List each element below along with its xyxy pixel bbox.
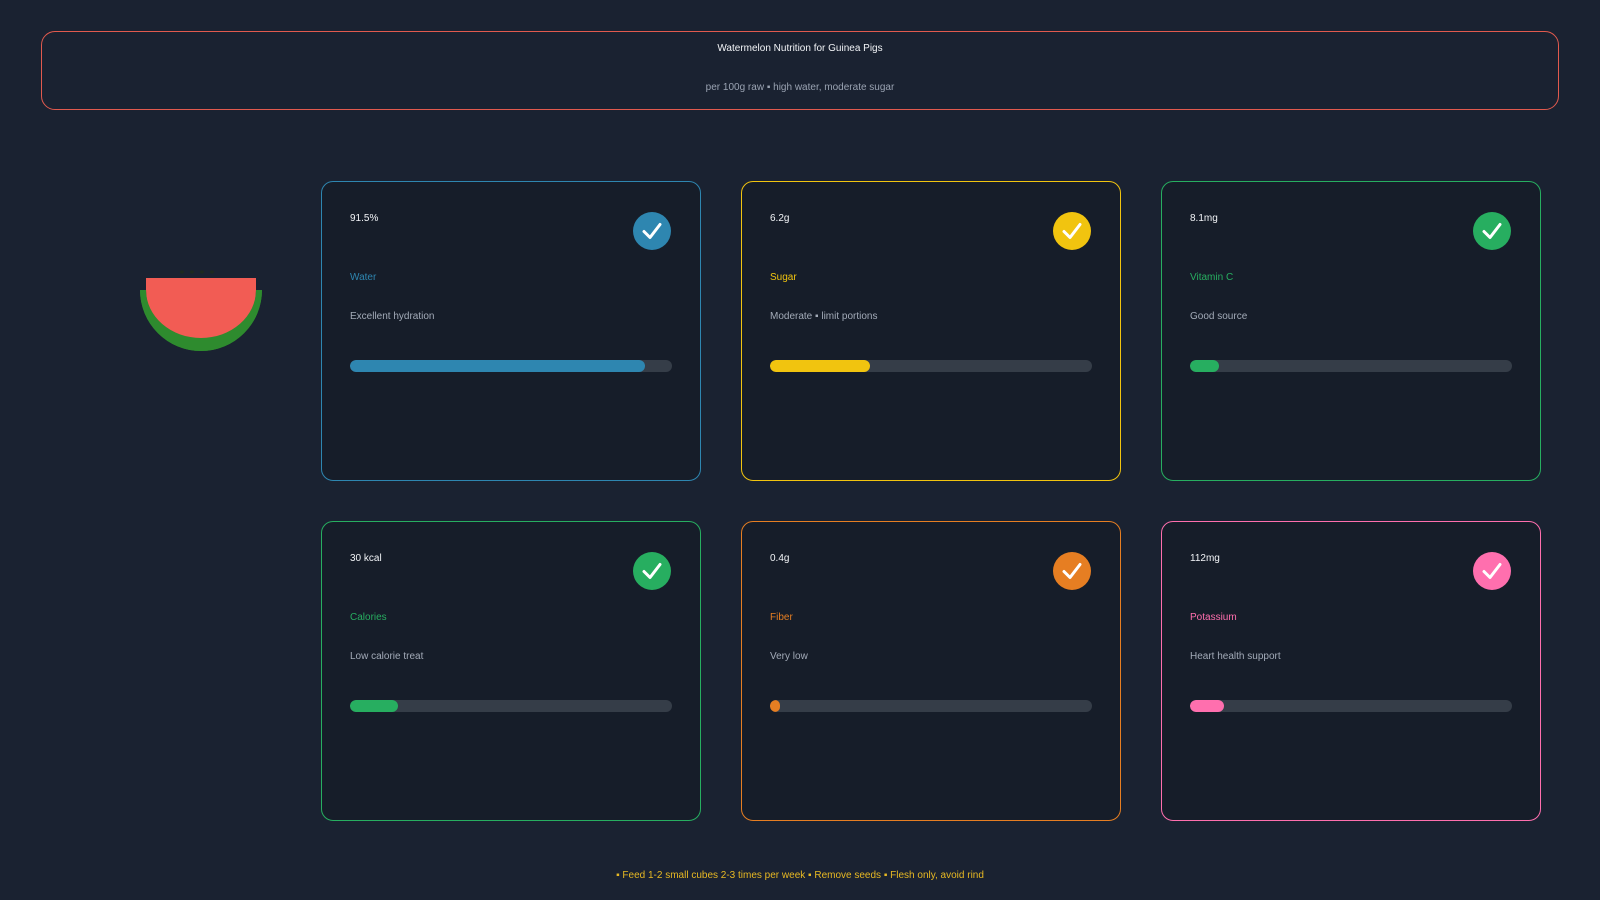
nutrient-card-vitamin-c: 8.1mg Vitamin C Good source xyxy=(1161,181,1541,481)
nutrient-description: Good source xyxy=(1190,311,1248,322)
level-bar-track xyxy=(770,700,1092,712)
nutrient-card-calories: 30 kcal Calories Low calorie treat xyxy=(321,521,701,821)
nutrient-label: Fiber xyxy=(770,612,793,623)
nutrient-card-potassium: 112mg Potassium Heart health support xyxy=(1161,521,1541,821)
page-title: Watermelon Nutrition for Guinea Pigs xyxy=(717,43,883,54)
check-icon xyxy=(633,212,671,250)
level-bar-fill xyxy=(770,360,870,372)
nutrient-value: 8.1mg xyxy=(1190,213,1218,224)
nutrient-card-water: 91.5% Water Excellent hydration xyxy=(321,181,701,481)
level-bar-fill xyxy=(770,700,780,712)
nutrient-value: 6.2g xyxy=(770,213,790,224)
watermelon-seed xyxy=(210,270,214,274)
nutrient-description: Moderate ▪ limit portions xyxy=(770,311,878,322)
nutrient-card-sugar: 6.2g Sugar Moderate ▪ limit portions xyxy=(741,181,1121,481)
level-bar-fill xyxy=(1190,700,1224,712)
nutrient-value: 91.5% xyxy=(350,213,379,224)
nutrient-label: Sugar xyxy=(770,272,797,283)
level-bar-track xyxy=(350,360,672,372)
level-bar-track xyxy=(1190,700,1512,712)
nutrient-label: Water xyxy=(350,272,377,283)
check-icon xyxy=(1473,552,1511,590)
level-bar-track xyxy=(350,700,672,712)
watermelon-seed xyxy=(190,270,194,274)
level-bar-track xyxy=(1190,360,1512,372)
nutrient-description: Very low xyxy=(770,651,808,662)
nutrient-value: 0.4g xyxy=(770,553,790,564)
nutrient-description: Excellent hydration xyxy=(350,311,435,322)
watermelon-seed xyxy=(200,270,204,274)
level-bar-track xyxy=(770,360,1092,372)
nutrient-label: Calories xyxy=(350,612,387,623)
level-bar-fill xyxy=(1190,360,1219,372)
nutrient-value: 30 kcal xyxy=(350,553,382,564)
nutrient-description: Heart health support xyxy=(1190,651,1281,662)
level-bar-fill xyxy=(350,700,399,712)
watermelon-slice-icon xyxy=(140,270,262,351)
nutrient-description: Low calorie treat xyxy=(350,651,424,662)
check-icon xyxy=(1053,212,1091,250)
watermelon-seed xyxy=(180,270,184,274)
check-icon xyxy=(1053,552,1091,590)
watermelon-flesh xyxy=(146,278,256,345)
page-subtitle: per 100g raw ▪ high water, moderate suga… xyxy=(705,82,895,93)
nutrient-label: Potassium xyxy=(1190,612,1237,623)
header-panel: Watermelon Nutrition for Guinea Pigs per… xyxy=(41,31,1559,110)
level-bar-fill xyxy=(350,360,645,372)
nutrient-card-fiber: 0.4g Fiber Very low xyxy=(741,521,1121,821)
nutrient-label: Vitamin C xyxy=(1190,272,1234,283)
nutrient-value: 112mg xyxy=(1190,553,1220,564)
check-icon xyxy=(633,552,671,590)
check-icon xyxy=(1473,212,1511,250)
feeding-tips: ▪ Feed 1-2 small cubes 2-3 times per wee… xyxy=(616,870,984,881)
